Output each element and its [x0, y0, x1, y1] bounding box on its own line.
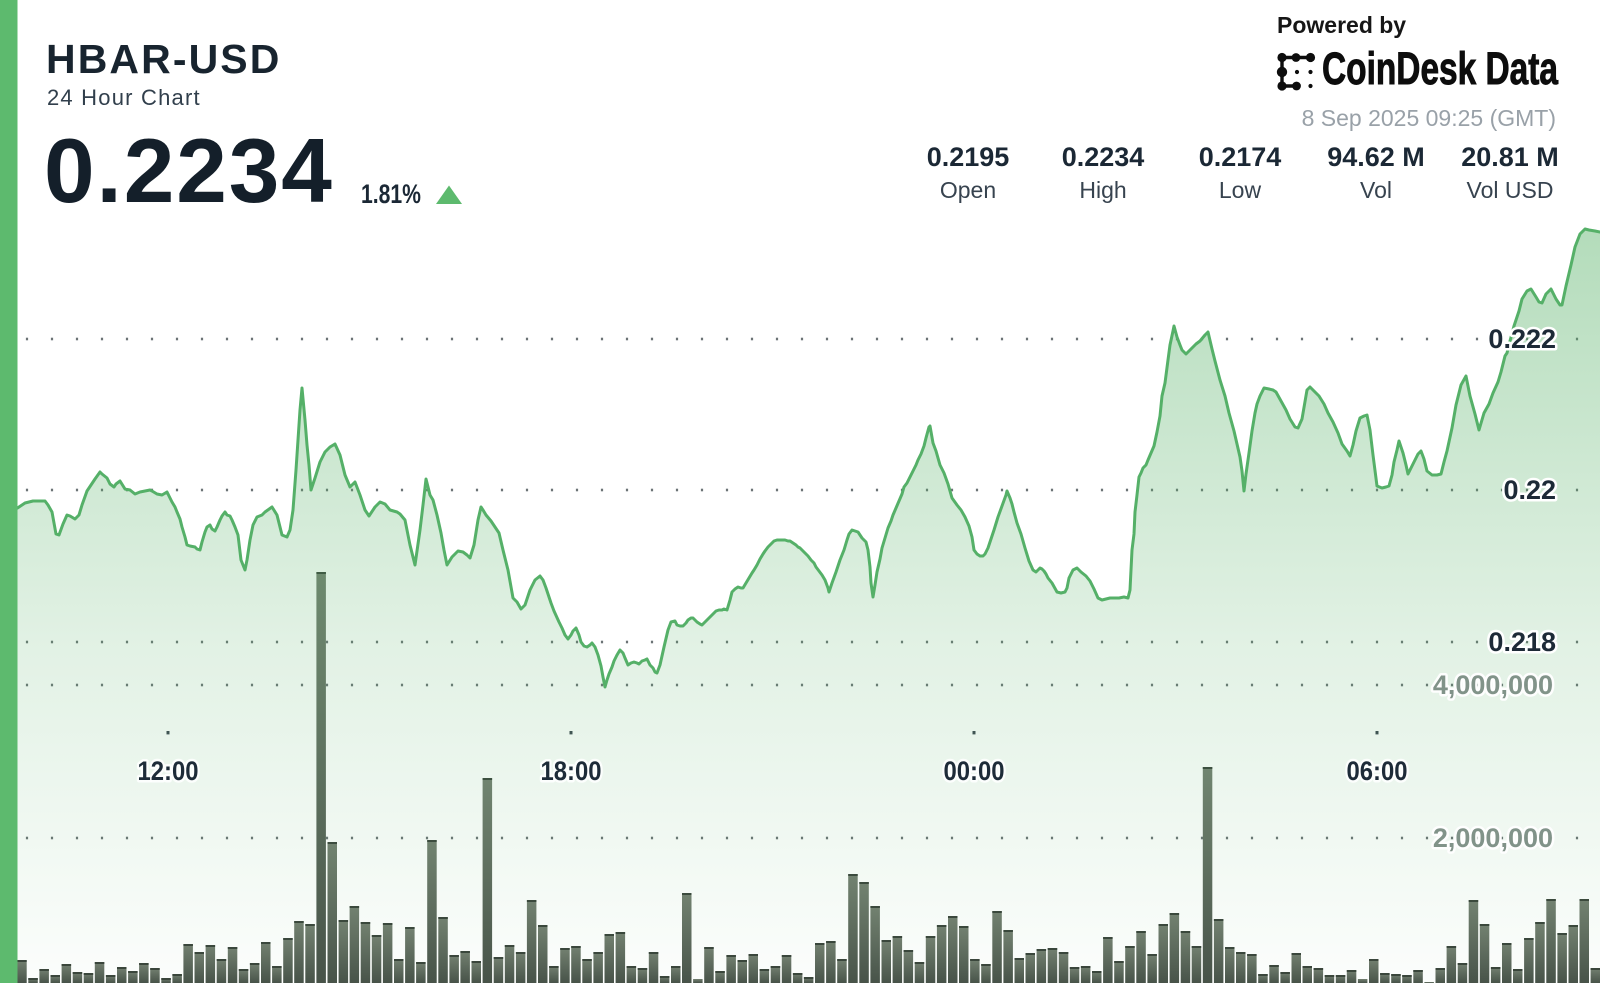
svg-text:0.2174: 0.2174	[1199, 142, 1282, 172]
svg-text:06:00: 06:00	[1347, 756, 1408, 786]
svg-text:94.62 M: 94.62 M	[1327, 142, 1425, 172]
svg-text:HBAR-USD: HBAR-USD	[46, 36, 281, 82]
svg-text:Vol: Vol	[1360, 177, 1392, 203]
svg-text:High: High	[1079, 177, 1126, 203]
svg-text:Open: Open	[940, 177, 996, 203]
svg-text:18:00: 18:00	[541, 756, 602, 786]
svg-text:0.2234: 0.2234	[44, 121, 334, 222]
svg-text:1.81%: 1.81%	[361, 179, 421, 209]
svg-text:Low: Low	[1219, 177, 1262, 203]
svg-text:4,000,000: 4,000,000	[1433, 670, 1553, 700]
svg-text:8 Sep 2025 09:25 (GMT): 8 Sep 2025 09:25 (GMT)	[1302, 105, 1556, 131]
svg-text:12:00: 12:00	[138, 756, 199, 786]
svg-text:0.218: 0.218	[1488, 627, 1556, 657]
svg-text:CoinDesk Data: CoinDesk Data	[1322, 43, 1559, 94]
svg-text:24 Hour Chart: 24 Hour Chart	[47, 85, 201, 110]
svg-text:00:00: 00:00	[944, 756, 1005, 786]
svg-text:20.81 M: 20.81 M	[1461, 142, 1559, 172]
svg-text:2,000,000: 2,000,000	[1433, 823, 1553, 853]
svg-text:0.222: 0.222	[1488, 324, 1556, 354]
svg-text:0.2195: 0.2195	[927, 142, 1010, 172]
svg-text:0.22: 0.22	[1503, 475, 1556, 505]
svg-text:Powered by: Powered by	[1277, 12, 1406, 38]
svg-text:Vol USD: Vol USD	[1467, 177, 1554, 203]
svg-text:0.2234: 0.2234	[1062, 142, 1145, 172]
